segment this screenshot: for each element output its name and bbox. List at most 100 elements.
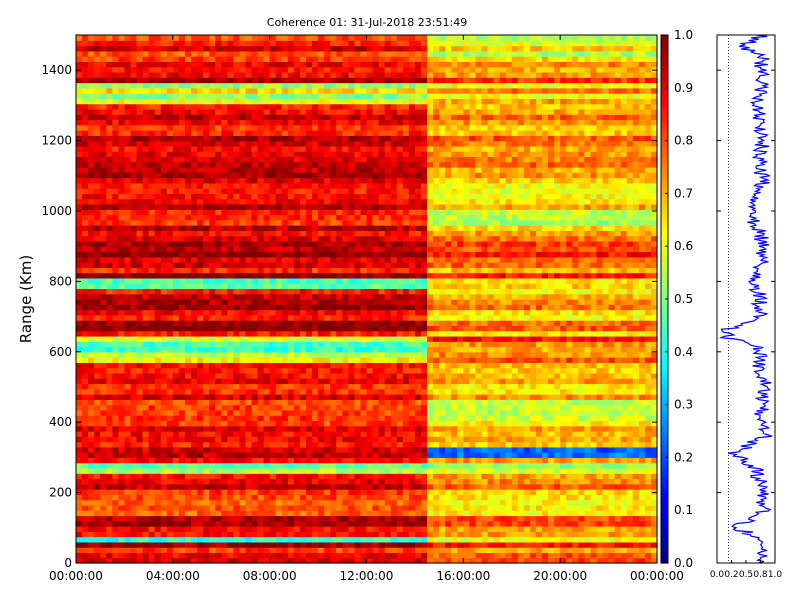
heatmap-cell [305, 520, 313, 527]
heatmap-cell [560, 457, 567, 464]
heatmap-cell [578, 378, 585, 385]
heatmap-cell [548, 309, 555, 316]
heatmap-cell [197, 299, 204, 305]
heatmap-cell [523, 457, 531, 464]
heatmap-cell [112, 431, 119, 437]
heatmap-cell [209, 372, 216, 379]
heatmap-cell [275, 483, 283, 490]
heatmap-cell [433, 341, 440, 348]
heatmap-cell [312, 378, 319, 385]
heatmap-cell [130, 335, 138, 342]
heatmap-cell [439, 420, 446, 427]
heatmap-cell [190, 309, 198, 316]
heatmap-cell [257, 335, 265, 342]
heatmap-cell [197, 467, 204, 474]
heatmap-cell [378, 383, 386, 390]
heatmap-cell [221, 320, 228, 326]
heatmap-cell [614, 409, 622, 416]
heatmap-cell [414, 515, 422, 522]
heatmap-cell [112, 526, 119, 532]
heatmap-cell [324, 420, 331, 427]
heatmap-cell [172, 351, 180, 358]
heatmap-cell [324, 299, 331, 305]
heatmap-cell [172, 547, 180, 554]
heatmap-cell [227, 457, 234, 464]
heatmap-cell [499, 378, 507, 385]
heatmap-cell [257, 552, 265, 559]
heatmap-cell [372, 441, 380, 448]
heatmap-cell [312, 415, 319, 422]
heatmap-cell [160, 409, 168, 416]
heatmap-cell [172, 383, 180, 390]
heatmap-cell [620, 557, 628, 564]
heatmap-cell [420, 420, 428, 427]
heatmap-cell [354, 452, 362, 458]
heatmap-cell [590, 478, 598, 485]
heatmap-cell [548, 547, 555, 554]
heatmap-cell [493, 330, 501, 337]
heatmap-cell [257, 457, 265, 464]
heatmap-cell [88, 457, 95, 464]
heatmap-cell [136, 446, 144, 453]
heatmap-cell [154, 478, 162, 485]
heatmap-cell [354, 399, 362, 406]
heatmap-cell [433, 473, 440, 480]
heatmap-cell [493, 504, 501, 511]
heatmap-cell [644, 557, 652, 564]
heatmap-cell [136, 341, 144, 348]
heatmap-cell [293, 441, 301, 448]
heatmap-cell [475, 425, 483, 432]
heatmap-cell [529, 436, 537, 443]
heatmap-cell [445, 362, 452, 369]
heatmap-cell [523, 441, 531, 448]
heatmap-cell [596, 547, 604, 554]
heatmap-cell [257, 330, 265, 337]
heatmap-cell [457, 478, 464, 485]
heatmap-cell [445, 557, 452, 564]
heatmap-cell [197, 446, 204, 453]
heatmap-cell [233, 446, 240, 453]
heatmap-cell [178, 351, 186, 358]
heatmap-cell [178, 299, 186, 305]
heatmap-cell [566, 335, 573, 342]
heatmap-cell [578, 409, 585, 416]
heatmap-cell [529, 399, 537, 406]
heatmap-cell [318, 404, 325, 411]
heatmap-cell [239, 330, 247, 337]
heatmap-cell [209, 304, 216, 311]
heatmap-cell [318, 436, 325, 443]
heatmap-cell [445, 431, 452, 437]
heatmap-cell [596, 351, 604, 358]
heatmap-cell [644, 299, 652, 305]
heatmap-cell [451, 504, 458, 511]
heatmap-cell [414, 383, 422, 390]
heatmap-cell [535, 357, 543, 363]
heatmap-cell [499, 320, 507, 326]
heatmap-cell [100, 536, 107, 543]
heatmap-cell [554, 415, 561, 422]
heatmap-cell [190, 383, 198, 390]
heatmap-cell [360, 483, 368, 490]
heatmap-cell [384, 494, 392, 501]
heatmap-cell [118, 515, 126, 522]
heatmap-cell [299, 367, 307, 374]
heatmap-cell [451, 320, 458, 326]
heatmap-cell [154, 409, 162, 416]
heatmap-cell [209, 420, 216, 427]
heatmap-cell [378, 325, 386, 332]
heatmap-cell [529, 309, 537, 316]
heatmap-cell [130, 293, 138, 300]
heatmap-cell [269, 441, 277, 448]
heatmap-cell [390, 552, 398, 559]
heatmap-cell [578, 399, 585, 406]
heatmap-cell [112, 547, 119, 554]
heatmap-cell [124, 510, 132, 517]
heatmap-cell [445, 314, 452, 321]
heatmap-cell [427, 330, 434, 337]
heatmap-cell [112, 325, 119, 332]
heatmap-cell [396, 325, 404, 332]
heatmap-cell [348, 515, 355, 522]
heatmap-cell [94, 388, 101, 395]
heatmap-cell [469, 552, 477, 559]
